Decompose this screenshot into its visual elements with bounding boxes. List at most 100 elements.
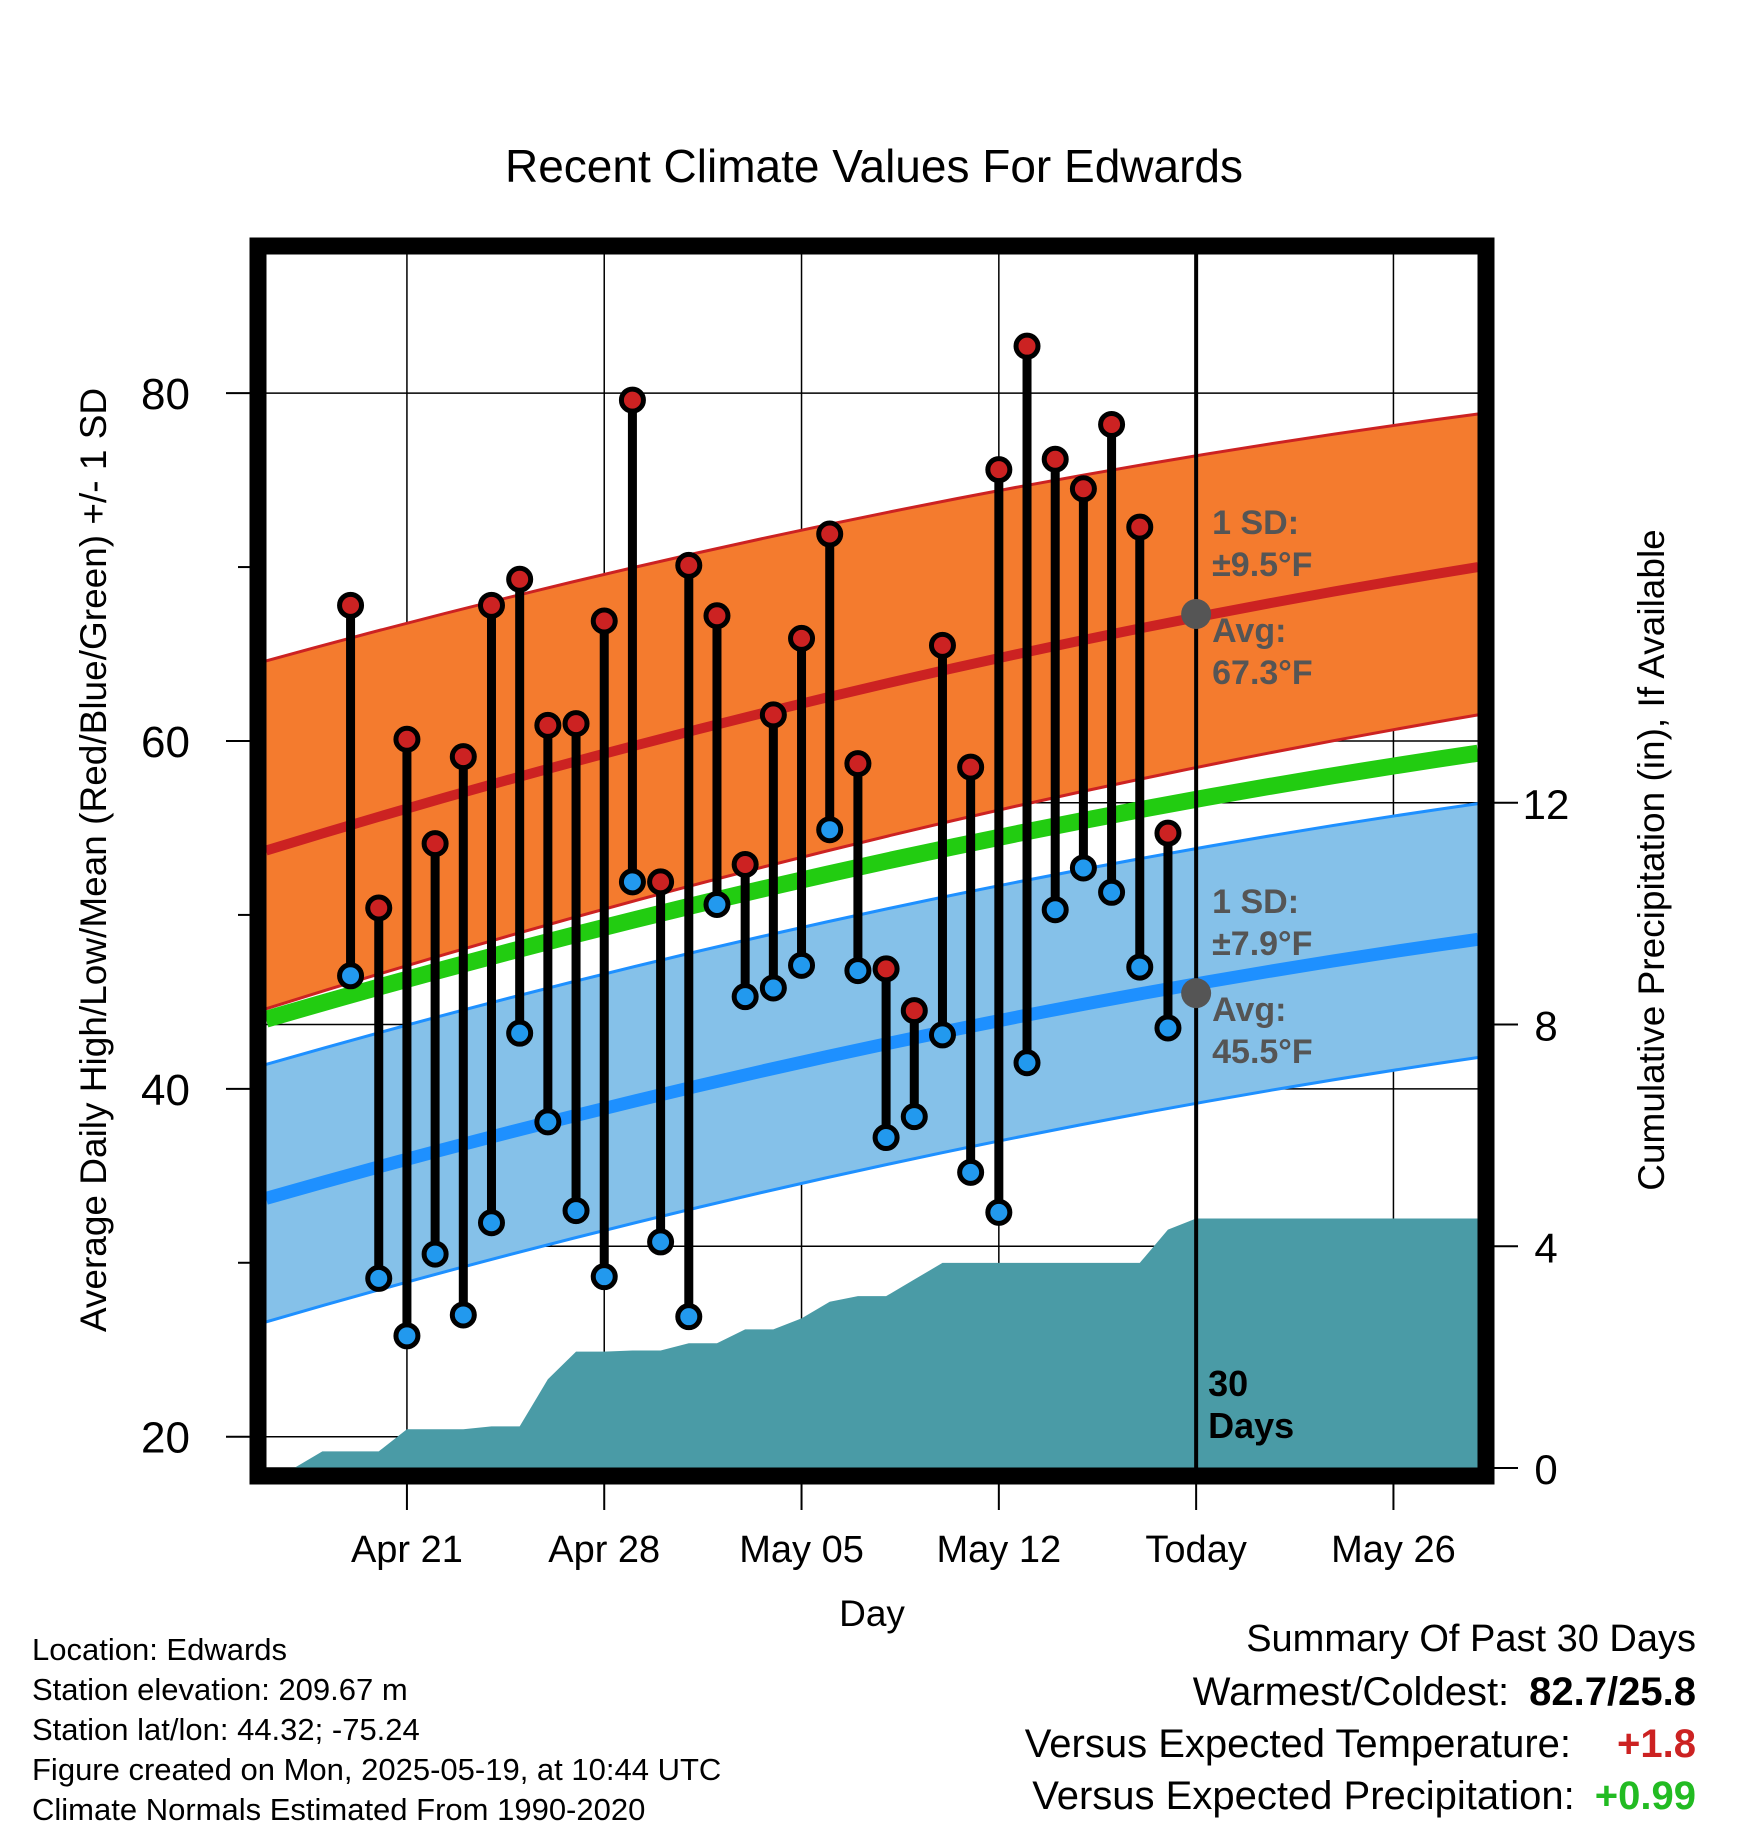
low-point [393,1322,421,1350]
low-point [421,1240,449,1268]
low-point [1041,896,1069,924]
low-point [477,1209,505,1237]
low-normal-band [266,803,1478,1322]
high-point [449,743,477,771]
x-tick-label: May 05 [739,1529,864,1571]
low-point [1126,953,1154,981]
low-point [506,1019,534,1047]
high-point [618,386,646,414]
low-point [1013,1049,1041,1077]
elevation-text: Station elevation: 209.67 m [32,1672,408,1707]
y-tick-label: 80 [141,370,190,419]
low-point [788,951,816,979]
y-axis-label: Average Daily High/Low/Mean (Red/Blue/Gr… [73,388,114,1332]
high-point [393,725,421,753]
high-point [1013,332,1041,360]
low-point [1154,1014,1182,1042]
y2-tick-label: 0 [1534,1446,1557,1493]
high-point [731,850,759,878]
warmest-label: Warmest/Coldest: [1192,1670,1510,1714]
y2-tick-label: 8 [1534,1003,1557,1050]
y2-axis-label: Cumulative Precipitation (in), If Availa… [1631,529,1672,1191]
window-label-days-count: 30 [1208,1363,1248,1404]
mean-normal-line [263,744,1480,1028]
low-point [816,816,844,844]
low-point [365,1264,393,1292]
low-point [844,957,872,985]
x-tick-label: Today [1145,1529,1246,1571]
location-text: Location: Edwards [32,1632,288,1667]
temp-row: Versus Expected Temperature: +1.8 [1025,1722,1696,1774]
summary-panel: Summary Of Past 30 Days Warmest/Coldest:… [1025,1618,1696,1826]
y-tick-label: 40 [141,1066,190,1115]
high-point [477,591,505,619]
high-point [816,520,844,548]
y-tick-label: 20 [141,1414,190,1463]
plot-area: 1 SD: ±9.5°F Avg: 67.3°F 1 SD: ±7.9°F Avg: 45.5… [263,254,1480,1469]
low-point [985,1198,1013,1226]
low-point [1098,878,1126,906]
low-point [618,868,646,896]
today-high-avg-marker [1181,599,1212,630]
warmest-value: 82.7/25.8 [1529,1670,1696,1714]
precipitation-area [294,1218,1478,1468]
low-normal-sd-upper-line [265,802,1479,1066]
normals-text: Climate Normals Estimated From 1990-2020 [32,1792,646,1827]
low-avg-label: Avg: [1212,991,1286,1029]
high-point [703,602,731,630]
today-low-avg-marker [1181,978,1212,1009]
high-point [985,456,1013,484]
low-sd-label: 1 SD: [1212,883,1299,921]
high-point [1069,475,1097,503]
high-point [957,753,985,781]
high-sd-value: ±9.5°F [1212,546,1312,584]
high-point [590,607,618,635]
y2-tick-label: 4 [1534,1224,1557,1271]
high-point [647,868,675,896]
high-point [421,830,449,858]
y2-tick-label: 12 [1523,781,1570,828]
window-label-days-text: Days [1208,1405,1294,1446]
low-point [1069,854,1097,882]
low-point [872,1124,900,1152]
high-point [872,955,900,983]
high-point [1041,445,1069,473]
low-point [759,974,787,1002]
low-point [449,1301,477,1329]
summary-title: Summary Of Past 30 Days [1246,1618,1696,1660]
low-point [590,1263,618,1291]
x-tick-label: Apr 28 [548,1529,660,1571]
low-normal-sd-lower-line [265,1056,1479,1324]
high-avg-value: 67.3°F [1212,654,1313,692]
high-avg-label: Avg: [1212,612,1286,650]
low-point [534,1108,562,1136]
high-point [534,711,562,739]
chart-title: Recent Climate Values For Edwards [505,140,1243,192]
low-point [703,890,731,918]
high-point [1098,410,1126,438]
high-normal-mean-line [264,562,1479,856]
temp-value: +1.8 [1617,1722,1696,1766]
high-point [928,631,956,659]
low-point [675,1303,703,1331]
plot-frame [249,237,1495,1485]
x-axis-label: Day [839,1593,905,1634]
high-point [365,894,393,922]
high-sd-label: 1 SD: [1212,504,1299,542]
footer-metadata: Location: Edwards Station elevation: 209… [32,1630,721,1830]
low-point [337,962,365,990]
warmest-row: Warmest/Coldest: 82.7/25.8 [1025,1670,1696,1722]
high-point [788,624,816,652]
low-avg-value: 45.5°F [1212,1033,1313,1071]
temp-label: Versus Expected Temperature: [1024,1722,1572,1766]
high-point [1126,513,1154,541]
y-tick-label: 60 [141,718,190,767]
low-point [957,1158,985,1186]
precip-label: Versus Expected Precipitation: [1032,1774,1575,1818]
created-text: Figure created on Mon, 2025-05-19, at 10… [32,1752,722,1787]
latlon-text: Station lat/lon: 44.32; -75.24 [32,1712,420,1747]
high-point [759,701,787,729]
low-point [647,1228,675,1256]
high-point [844,750,872,778]
x-tick-label: May 12 [937,1529,1062,1571]
